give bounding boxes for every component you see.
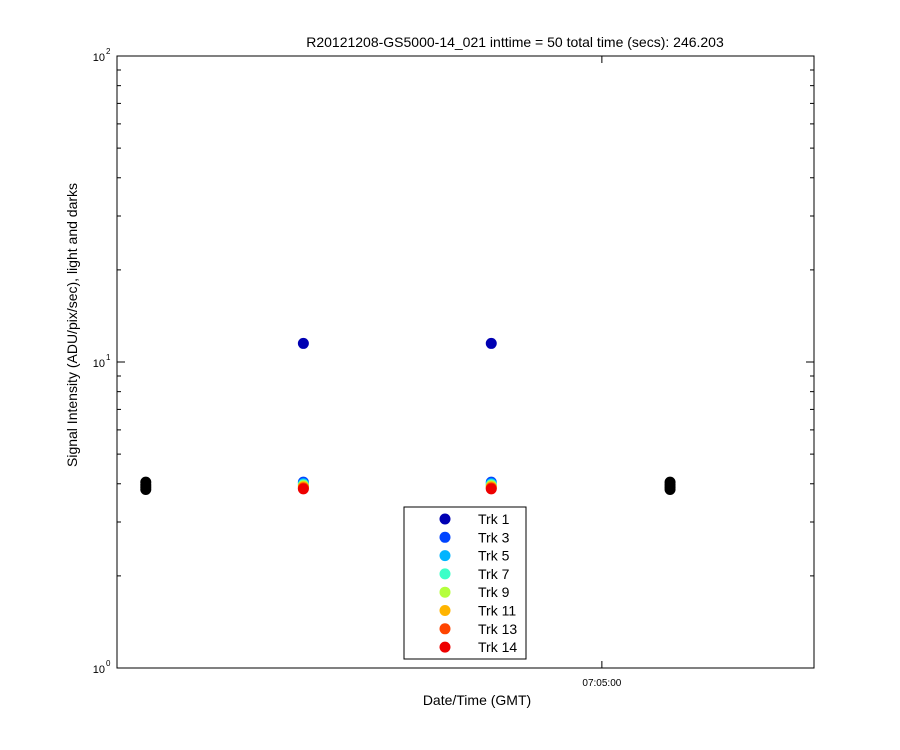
legend-marker-trk-13 — [439, 623, 451, 635]
y-tick-label-base: 10 — [93, 664, 105, 676]
y-tick-label-base: 10 — [93, 52, 105, 64]
legend-marker-trk-7 — [439, 568, 451, 580]
legend-box — [403, 506, 527, 660]
chart-title: R20121208-GS5000-14_021 inttime = 50 tot… — [306, 34, 724, 50]
legend-items: Trk 1 Trk 3 Trk 5 Trk 7 Trk 9 Trk 11 Trk 13 Trk… — [439, 511, 517, 655]
y-tick-label-exponent: 1 — [106, 353, 111, 362]
y-tick-label-exponent: 0 — [106, 659, 111, 668]
plot-frame — [116, 55, 815, 669]
legend-marker-trk-5 — [439, 550, 451, 562]
legend-label-trk-3: Trk 3 — [478, 529, 510, 545]
legend-label-trk-1: Trk 1 — [478, 511, 510, 527]
legend: Trk 1 Trk 3 Trk 5 Trk 7 Trk 9 Trk 11 Trk 13 Trk… — [403, 506, 527, 660]
legend-label-trk-9: Trk 9 — [478, 584, 510, 600]
marks-layer — [140, 337, 676, 496]
legend-marker-trk-9 — [439, 586, 451, 598]
point-trk-14 — [297, 483, 309, 495]
legend-label-trk-14: Trk 14 — [478, 639, 517, 655]
legend-marker-trk-3 — [439, 531, 451, 543]
dark-point — [140, 484, 152, 496]
dark-point — [664, 484, 676, 496]
x-axis-label: Date/Time (GMT) — [423, 692, 531, 708]
point-trk-1 — [485, 337, 497, 349]
legend-label-trk-11: Trk 11 — [478, 603, 516, 619]
x-tick-label: 07:05:00 — [582, 678, 621, 689]
y-tick-label-exponent: 2 — [106, 47, 111, 56]
y-tick-label-base: 10 — [93, 358, 105, 370]
legend-label-trk-13: Trk 13 — [478, 621, 517, 637]
legend-label-trk-7: Trk 7 — [478, 566, 510, 582]
point-trk-1 — [297, 337, 309, 349]
legend-label-trk-5: Trk 5 — [478, 548, 510, 564]
legend-marker-trk-1 — [439, 513, 451, 525]
point-trk-14 — [485, 483, 497, 495]
legend-marker-trk-11 — [439, 605, 451, 616]
legend-marker-trk-14 — [439, 641, 451, 653]
y-axis-label: Signal Intensity (ADU/pix/sec), light an… — [64, 183, 80, 467]
